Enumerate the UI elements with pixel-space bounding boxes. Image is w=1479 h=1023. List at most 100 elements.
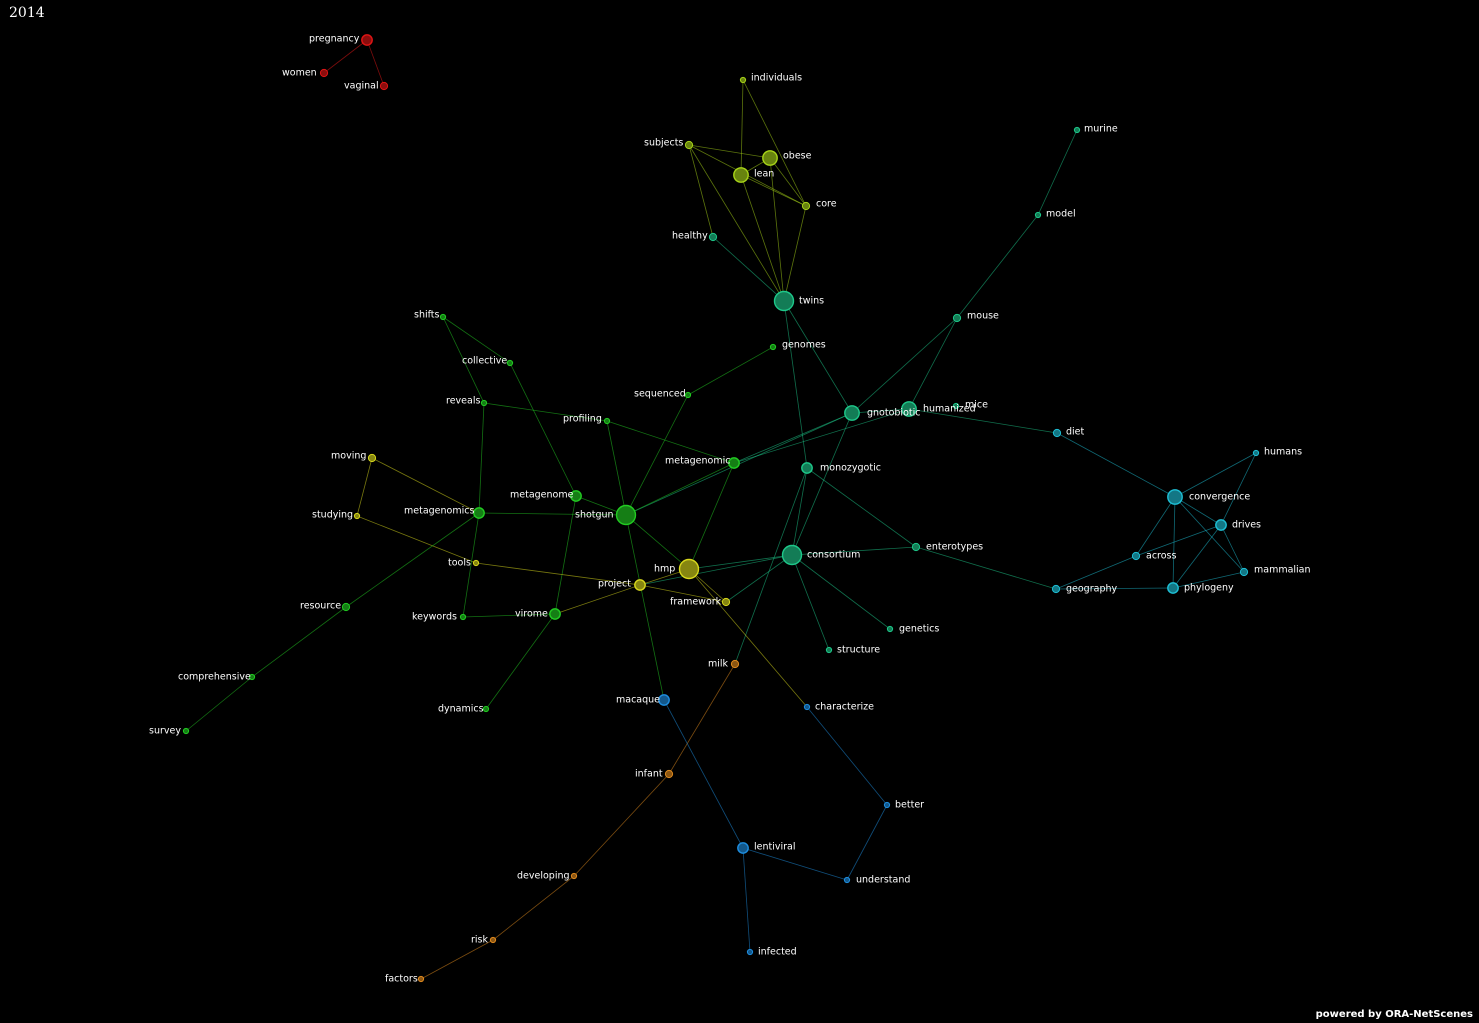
node-women[interactable] [319,68,329,78]
node-sequenced[interactable] [684,391,692,399]
node-label-consortium: consortium [807,550,860,561]
node-mice[interactable] [952,402,960,410]
node-genomes[interactable] [769,343,777,351]
node-geography[interactable] [1051,584,1061,594]
node-label-sequenced: sequenced [634,389,686,400]
edge-understand-better [846,804,888,881]
node-better[interactable] [883,801,891,809]
node-factors[interactable] [417,975,425,983]
node-metagenome[interactable] [570,490,582,502]
node-structure[interactable] [825,646,833,654]
edge-project-virome [554,584,641,615]
node-obese[interactable] [762,150,778,166]
node-understand[interactable] [843,876,851,884]
edge-humanized-metagenomic [733,408,910,464]
edge-gnotobiotic-consortium [791,412,853,556]
node-subjects[interactable] [684,140,694,150]
node-enterotypes[interactable] [911,542,921,552]
node-consortium[interactable] [781,544,803,566]
node-phylogeny[interactable] [1167,582,1179,594]
edge-humans-drives [1220,452,1257,526]
node-hmp[interactable] [678,558,700,580]
node-label-women: women [282,68,317,79]
node-metagenomics[interactable] [473,507,485,519]
node-milk[interactable] [730,659,740,669]
node-monozygotic[interactable] [801,462,813,474]
node-moving[interactable] [367,453,377,463]
node-reveals[interactable] [480,399,488,407]
node-label-shifts: shifts [414,310,440,321]
node-risk[interactable] [489,936,497,944]
node-lentiviral[interactable] [737,842,749,854]
node-characterize[interactable] [803,703,811,711]
node-label-humanized: humanized [923,404,976,415]
node-genetics[interactable] [886,625,894,633]
node-mouse[interactable] [952,313,962,323]
edge-lean-core [740,174,807,207]
node-mammalian[interactable] [1239,567,1249,577]
node-label-mice: mice [965,400,988,411]
node-vaginal[interactable] [379,81,389,91]
node-profiling[interactable] [603,417,611,425]
node-label-drives: drives [1232,520,1261,531]
node-infant[interactable] [664,769,674,779]
edge-diet-convergence [1056,432,1176,498]
node-shifts[interactable] [439,313,447,321]
node-pregnancy[interactable] [361,34,373,46]
node-across[interactable] [1131,551,1141,561]
node-twins[interactable] [773,290,795,312]
node-project[interactable] [634,579,646,591]
powered-by-credit: powered by ORA-NetScenes [1315,1009,1473,1020]
node-metagenomic[interactable] [728,457,740,469]
edge-monozygotic-milk [734,467,808,665]
node-drives[interactable] [1215,519,1227,531]
node-label-genetics: genetics [899,624,939,635]
node-healthy[interactable] [708,232,718,242]
node-core[interactable] [801,201,811,211]
edge-pregnancy-vaginal [366,39,385,87]
node-label-enterotypes: enterotypes [926,542,983,553]
node-model[interactable] [1034,211,1042,219]
node-humans[interactable] [1252,449,1260,457]
node-label-virome: virome [515,609,548,620]
node-survey[interactable] [182,727,190,735]
edge-resource-comprehensive [251,606,347,678]
node-convergence[interactable] [1167,489,1183,505]
node-label-reveals: reveals [446,396,480,407]
edge-comprehensive-survey [185,676,253,732]
node-tools[interactable] [472,559,480,567]
node-label-hmp: hmp [654,564,675,575]
edge-enterotypes-geography [915,546,1057,590]
edge-risk-factors [420,939,494,980]
node-label-individuals: individuals [751,73,802,84]
edge-convergence-mammalian [1174,496,1245,573]
node-virome[interactable] [549,608,561,620]
node-developing[interactable] [570,872,578,880]
node-humanized[interactable] [901,401,917,417]
node-dynamics[interactable] [482,705,490,713]
node-framework[interactable] [721,597,731,607]
edge-subjects-obese [688,144,771,159]
node-comprehensive[interactable] [248,673,256,681]
node-collective[interactable] [506,359,514,367]
node-keywords[interactable] [459,613,467,621]
node-label-shotgun: shotgun [575,510,614,521]
node-label-phylogeny: phylogeny [1184,583,1234,594]
node-murine[interactable] [1073,126,1081,134]
edge-shifts-reveals [442,316,485,404]
node-label-lean: lean [754,169,774,180]
edge-profiling-shotgun [606,420,627,516]
node-label-geography: geography [1066,584,1117,595]
node-label-characterize: characterize [815,702,874,713]
node-macaque[interactable] [658,694,670,706]
node-lean[interactable] [733,167,749,183]
node-studying[interactable] [353,512,361,520]
node-individuals[interactable] [739,76,747,84]
node-diet[interactable] [1052,428,1062,438]
node-resource[interactable] [341,602,351,612]
node-gnotobiotic[interactable] [844,405,860,421]
node-label-mammalian: mammalian [1254,565,1311,576]
node-infected[interactable] [746,948,754,956]
node-shotgun[interactable] [615,504,637,526]
edge-monozygotic-enterotypes [806,467,917,548]
